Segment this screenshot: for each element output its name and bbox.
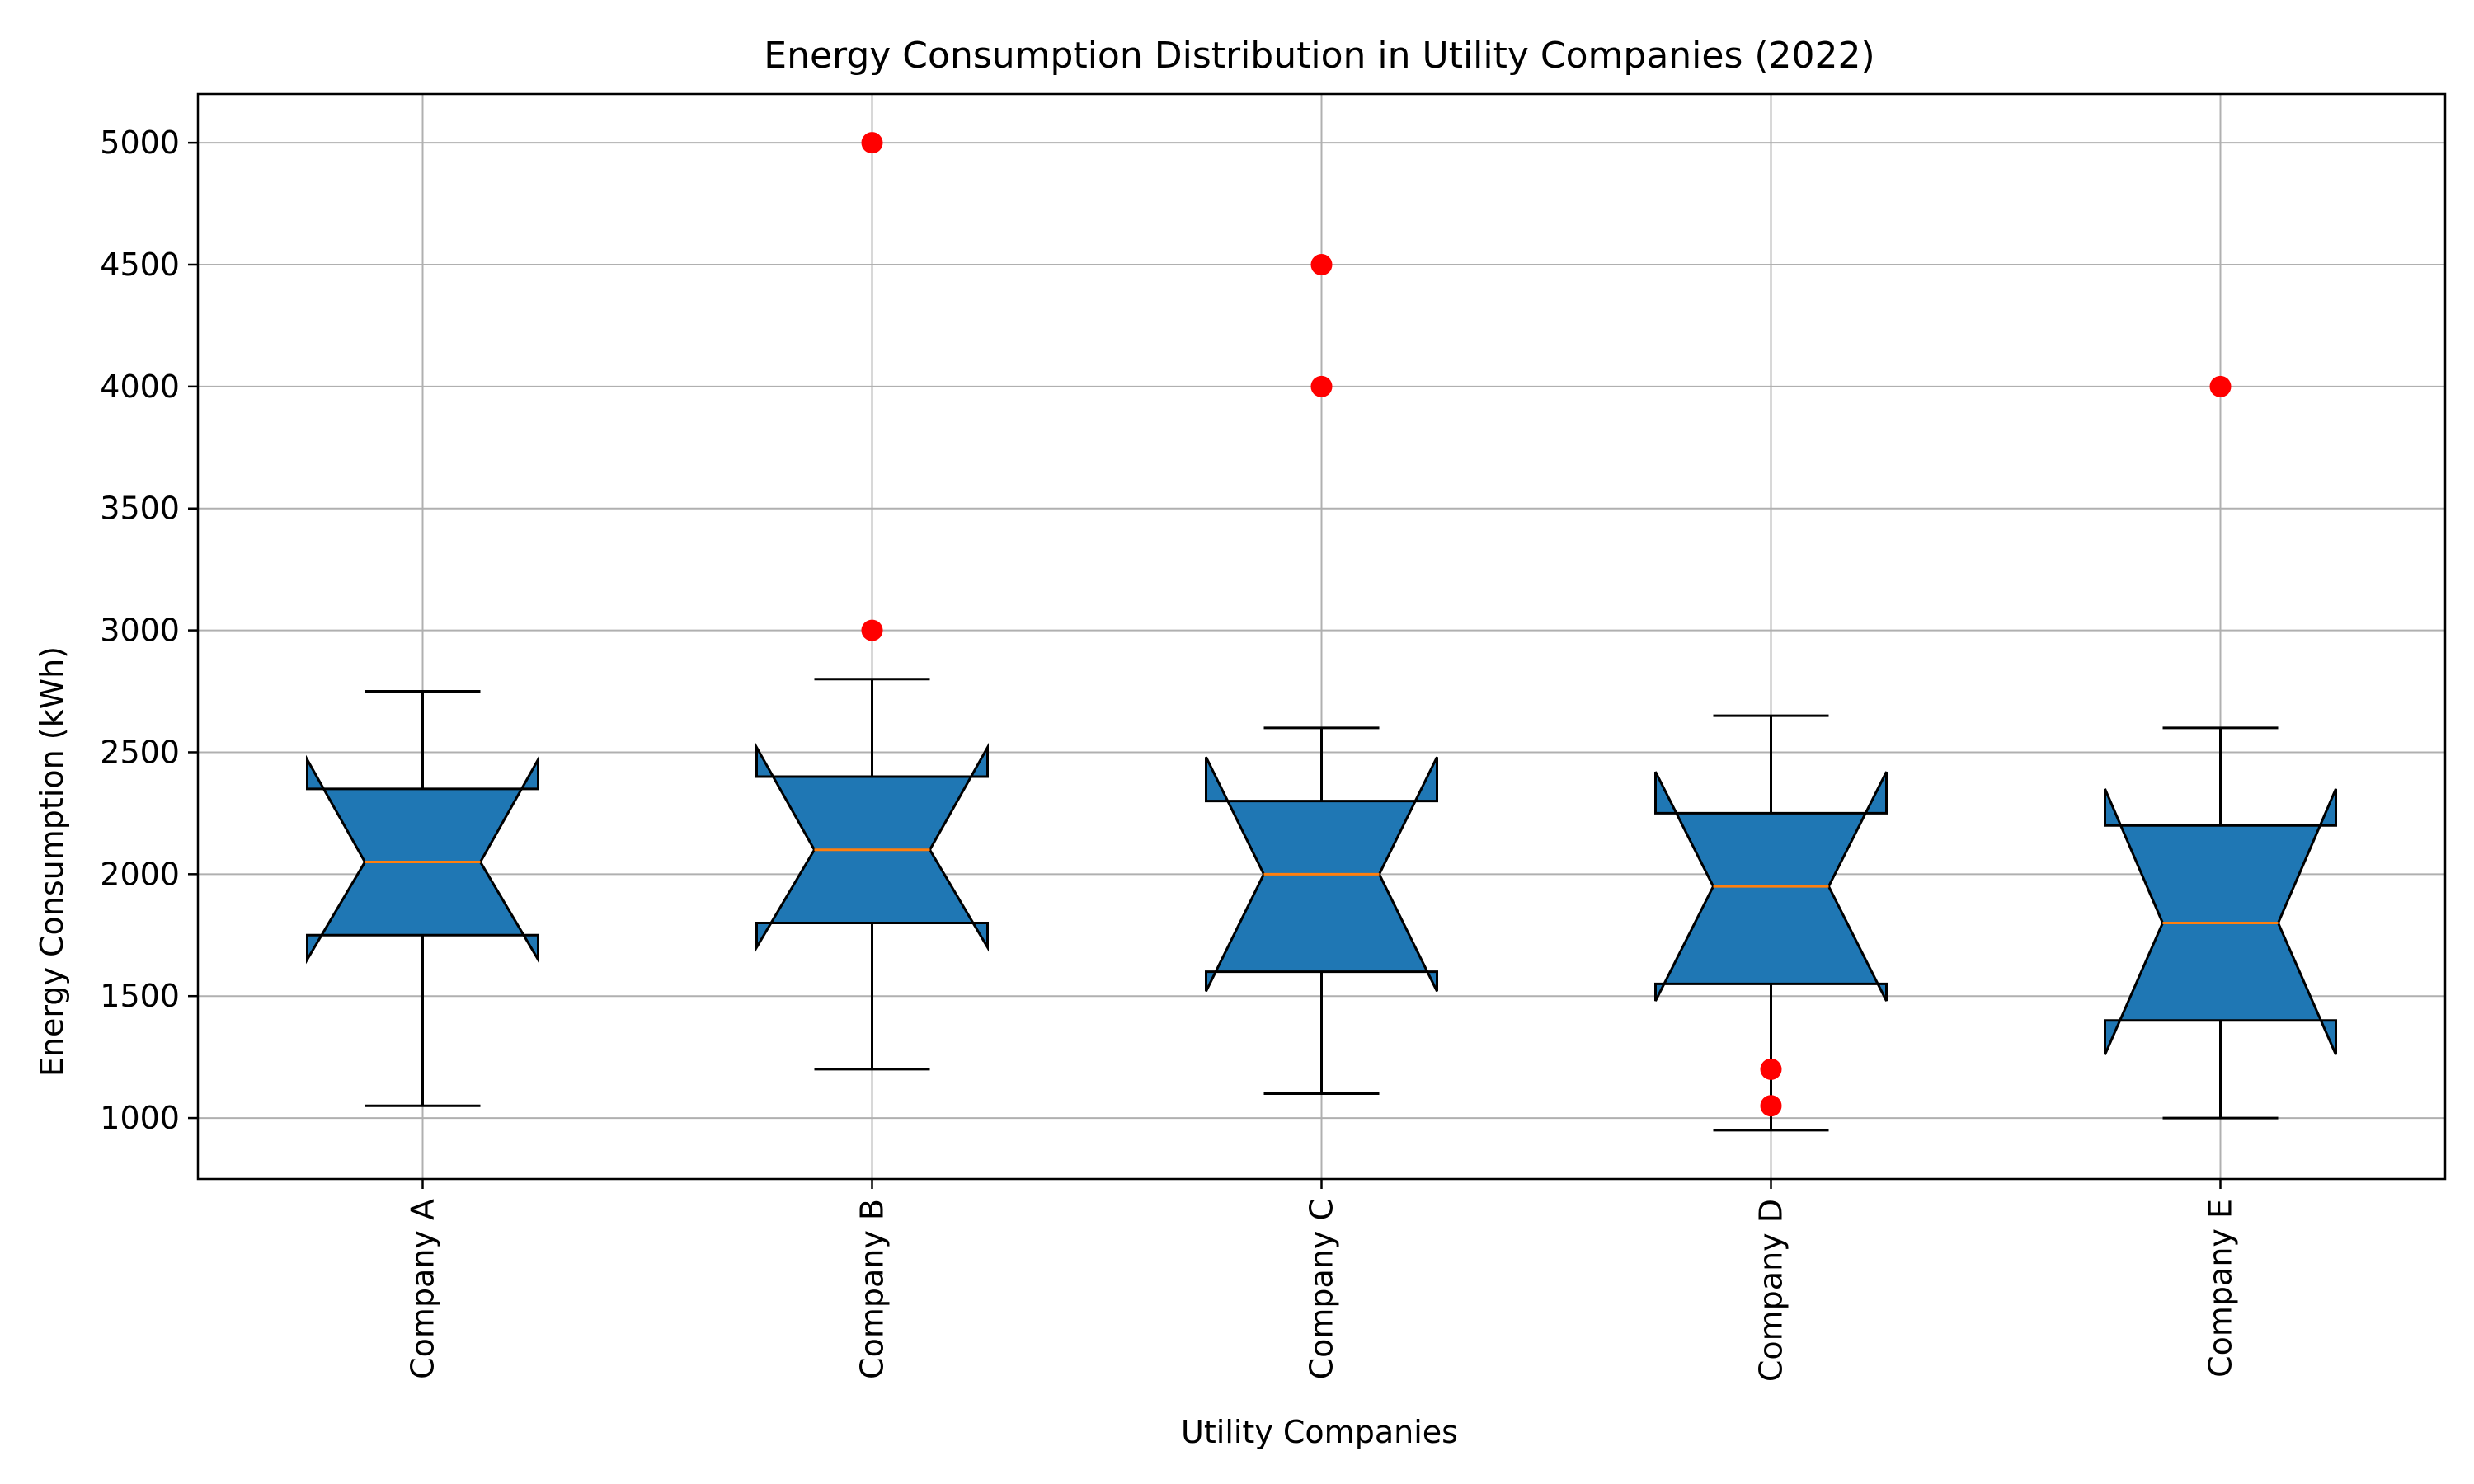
y-axis-ticks: 1000 1500 2000 2500 3000 3500 4000 4500 5000 bbox=[100, 124, 198, 1136]
box-company-c bbox=[1205, 254, 1438, 1095]
y-tick-label: 1500 bbox=[100, 978, 180, 1014]
outlier-point bbox=[861, 619, 883, 641]
outlier-point bbox=[861, 132, 883, 154]
x-tick-label: Company A bbox=[405, 1199, 441, 1379]
y-tick-label: 3000 bbox=[100, 613, 180, 649]
notched-box bbox=[755, 742, 989, 952]
x-tick-label: Company C bbox=[1304, 1199, 1340, 1379]
y-tick-label: 2000 bbox=[100, 856, 180, 892]
box-company-e bbox=[2104, 375, 2337, 1120]
box-company-a bbox=[306, 690, 539, 1107]
outlier-point bbox=[1760, 1058, 1782, 1080]
box-company-b bbox=[755, 132, 989, 1071]
y-axis-label: Energy Consumption (kWh) bbox=[34, 646, 70, 1077]
chart-title: Energy Consumption Distribution in Utili… bbox=[764, 35, 1874, 77]
boxes bbox=[306, 132, 2337, 1132]
outlier-point bbox=[2209, 375, 2232, 397]
notched-box bbox=[306, 754, 539, 965]
x-tick-label: Company E bbox=[2203, 1199, 2239, 1378]
y-tick-label: 5000 bbox=[100, 124, 180, 161]
y-tick-label: 4000 bbox=[100, 369, 180, 405]
x-tick-label: Company B bbox=[854, 1199, 891, 1379]
outlier-point bbox=[1760, 1095, 1782, 1117]
x-axis-ticks: Company A Company B Company C Company D Comp… bbox=[405, 1179, 2239, 1382]
x-tick-label: Company D bbox=[1753, 1199, 1790, 1382]
box-company-d bbox=[1654, 714, 1888, 1132]
y-tick-label: 2500 bbox=[100, 734, 180, 770]
x-axis-label: Utility Companies bbox=[1181, 1414, 1458, 1450]
outlier-point bbox=[1310, 254, 1333, 276]
y-tick-label: 3500 bbox=[100, 491, 180, 527]
outlier-point bbox=[1310, 375, 1333, 397]
y-tick-label: 1000 bbox=[100, 1100, 180, 1136]
y-tick-label: 4500 bbox=[100, 247, 180, 283]
